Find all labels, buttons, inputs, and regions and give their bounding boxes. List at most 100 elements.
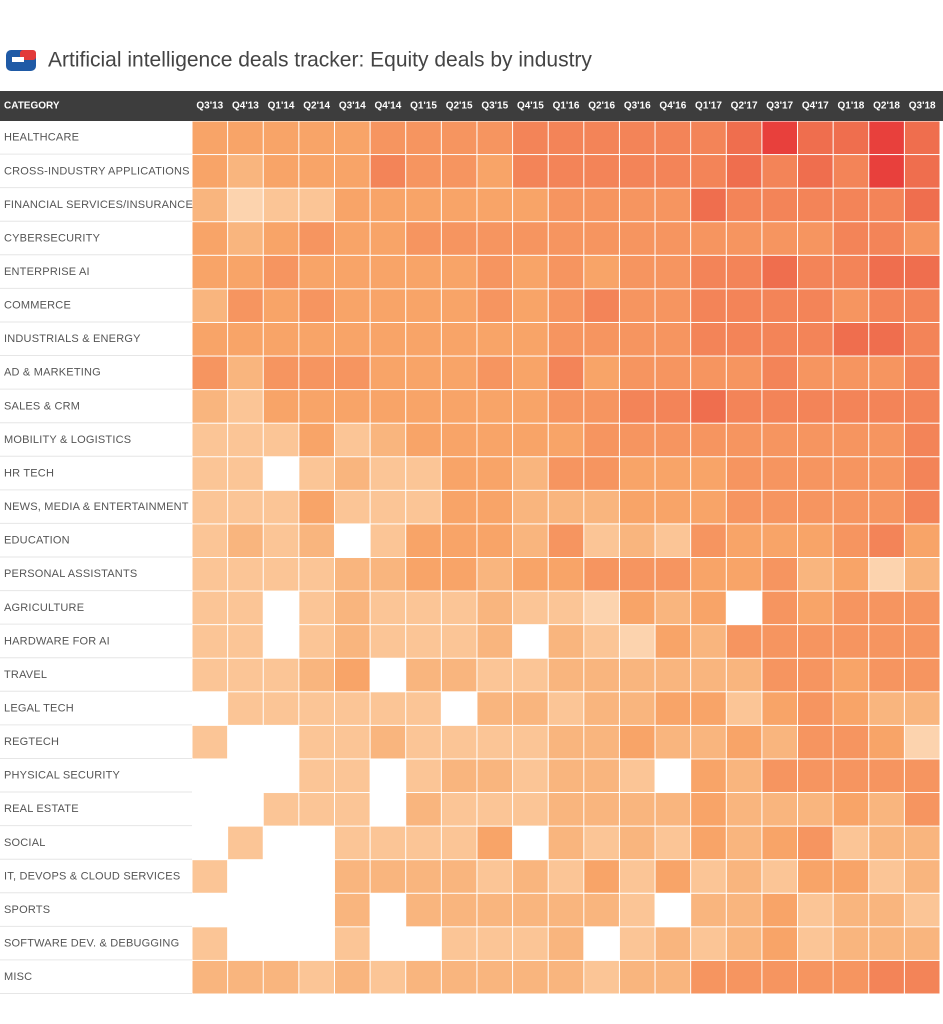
heat-cell [869, 658, 904, 692]
heat-cell [477, 793, 513, 826]
heat-cell [263, 390, 299, 423]
heat-cell [477, 893, 513, 927]
heat-cell [904, 860, 940, 893]
heat-cell [619, 222, 655, 255]
heat-cell [334, 356, 370, 390]
row-label: HARDWARE FOR AI [4, 635, 110, 647]
heat-cell [406, 826, 441, 860]
heat-cell [370, 222, 406, 255]
heat-cell [370, 625, 406, 658]
heat-cell [619, 591, 655, 625]
heat-cell [619, 893, 655, 927]
row-label: COMMERCE [4, 300, 71, 312]
heat-cell [619, 860, 655, 893]
row-label: MOBILITY & LOGISTICS [4, 434, 131, 446]
heat-cell [584, 490, 619, 524]
heat-cell [619, 793, 655, 826]
heat-cell [833, 524, 869, 557]
heat-cell [334, 558, 370, 591]
heat-cell [406, 390, 441, 423]
heat-cell [228, 222, 263, 255]
heat-cell [869, 490, 904, 524]
heat-cell [192, 457, 228, 490]
heat-cell [691, 893, 726, 927]
heat-cell [904, 121, 940, 155]
row-label: SOFTWARE DEV. & DEBUGGING [4, 938, 179, 950]
heat-cell [798, 289, 833, 322]
heat-cell [619, 356, 655, 390]
heat-cell [619, 524, 655, 557]
row-label: HEALTHCARE [4, 132, 79, 144]
heat-cell [477, 490, 513, 524]
heat-cell [798, 188, 833, 222]
heat-cell [655, 927, 691, 960]
heat-cell [691, 490, 726, 524]
heat-cell [548, 558, 584, 591]
heat-cell [584, 692, 619, 725]
heat-cell [441, 893, 477, 927]
heat-cell [762, 222, 798, 255]
heat-cell [869, 188, 904, 222]
heat-cell [798, 390, 833, 423]
heat-cell [441, 490, 477, 524]
heat-cell [299, 793, 334, 826]
heat-cell [477, 188, 513, 222]
heat-cell [833, 927, 869, 960]
heat-cell [406, 356, 441, 390]
column-label: Q3'18 [909, 101, 936, 112]
heat-cell [192, 591, 228, 625]
heat-cell [798, 658, 833, 692]
heat-cell [299, 759, 334, 793]
heat-cell [798, 960, 833, 994]
row-header: CATEGORY [4, 101, 60, 112]
heat-cell [477, 524, 513, 557]
heat-cell [798, 457, 833, 490]
heat-cell [904, 927, 940, 960]
heat-cell [869, 121, 904, 155]
heat-cell [441, 558, 477, 591]
heat-cell [619, 927, 655, 960]
heat-cell [584, 188, 619, 222]
heat-cell [299, 188, 334, 222]
heat-cell [548, 725, 584, 759]
heat-cell [441, 289, 477, 322]
heat-cell [798, 927, 833, 960]
heat-cell [299, 356, 334, 390]
heat-cell [299, 222, 334, 255]
heat-cell [513, 423, 548, 457]
heat-cell [762, 490, 798, 524]
heat-cell [370, 826, 406, 860]
heat-cell [513, 960, 548, 994]
heat-cell [762, 927, 798, 960]
heat-cell [406, 725, 441, 759]
heat-cell [441, 457, 477, 490]
column-label: Q1'18 [838, 101, 865, 112]
heat-cell [441, 759, 477, 793]
heat-cell [584, 155, 619, 188]
heat-cell [584, 591, 619, 625]
heat-cell [513, 591, 548, 625]
heat-cell [904, 255, 940, 289]
heat-cell [584, 289, 619, 322]
heat-cell [869, 860, 904, 893]
heat-cell [691, 759, 726, 793]
heat-cell [477, 423, 513, 457]
heat-cell [192, 490, 228, 524]
heat-cell [406, 960, 441, 994]
heat-cell [263, 558, 299, 591]
heat-cell [370, 188, 406, 222]
heat-cell [798, 558, 833, 591]
heat-cell [334, 692, 370, 725]
heat-cell [691, 423, 726, 457]
heat-cell [513, 759, 548, 793]
heat-cell [762, 390, 798, 423]
heat-cell [192, 423, 228, 457]
heat-cell [726, 289, 762, 322]
heat-cell [299, 658, 334, 692]
heat-cell [228, 457, 263, 490]
row-label: TRAVEL [4, 669, 47, 681]
heat-cell [406, 658, 441, 692]
heat-cell [655, 356, 691, 390]
heat-cell [726, 121, 762, 155]
heat-cell [619, 255, 655, 289]
